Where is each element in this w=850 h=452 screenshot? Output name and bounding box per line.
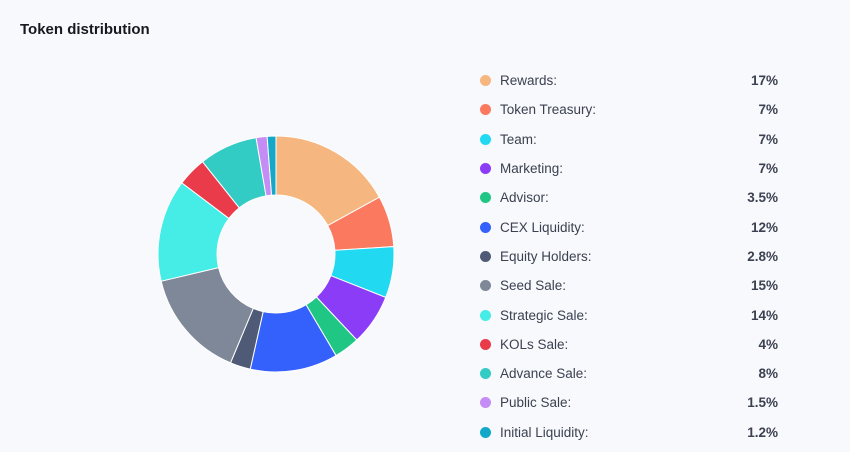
- legend-swatch: [480, 309, 491, 321]
- legend-swatch: [480, 368, 491, 380]
- legend-item[interactable]: CEX Liquidity: 12%: [478, 212, 778, 241]
- legend-swatch: [480, 133, 491, 145]
- legend-value: 2.8%: [747, 248, 778, 264]
- legend-item[interactable]: Marketing: 7%: [478, 154, 778, 183]
- legend-label: Strategic Sale:: [500, 307, 588, 323]
- legend-item[interactable]: Token Treasury: 7%: [478, 95, 778, 124]
- legend-label: Equity Holders:: [500, 248, 592, 264]
- legend-value: 3.5%: [747, 190, 778, 206]
- legend-label: Advance Sale:: [500, 366, 588, 382]
- legend-swatch: [480, 75, 491, 87]
- legend-label: CEX Liquidity:: [500, 219, 585, 235]
- legend-item[interactable]: Advisor: 3.5%: [478, 183, 778, 212]
- legend-swatch: [480, 163, 491, 175]
- legend-value: 8%: [758, 366, 778, 382]
- legend-item[interactable]: Seed Sale: 15%: [478, 271, 778, 300]
- legend-value: 15%: [750, 278, 778, 294]
- legend-swatch: [480, 338, 491, 350]
- chart-title: Token distribution: [20, 21, 150, 38]
- legend-swatch: [480, 280, 491, 292]
- legend-label: Team:: [500, 131, 537, 147]
- legend-item[interactable]: Advance Sale: 8%: [478, 359, 778, 388]
- legend-value: 7%: [758, 131, 778, 147]
- legend-label: Seed Sale:: [500, 278, 567, 294]
- legend-label: Marketing:: [500, 161, 564, 177]
- legend-item[interactable]: Strategic Sale: 14%: [478, 300, 778, 329]
- legend-label: KOLs Sale:: [500, 336, 569, 352]
- legend-swatch: [480, 192, 491, 204]
- legend-value: 12%: [750, 219, 778, 235]
- legend-value: 7%: [758, 102, 778, 118]
- legend-item[interactable]: Team: 7%: [478, 125, 778, 154]
- legend-label: Advisor:: [500, 190, 549, 206]
- legend-swatch: [480, 426, 491, 438]
- legend-label: Public Sale:: [500, 395, 572, 411]
- legend-value: 17%: [750, 73, 778, 89]
- legend-swatch: [480, 397, 491, 409]
- legend-value: 14%: [750, 307, 778, 323]
- legend-item[interactable]: KOLs Sale: 4%: [478, 330, 778, 359]
- legend-value: 7%: [758, 161, 778, 177]
- chart-legend: Rewards: 17% Token Treasury: 7% Team: 7% Marke…: [478, 66, 778, 447]
- legend-swatch: [480, 250, 491, 262]
- legend-value: 1.2%: [747, 424, 778, 440]
- legend-value: 1.5%: [747, 395, 778, 411]
- legend-value: 4%: [758, 336, 778, 352]
- legend-item[interactable]: Equity Holders: 2.8%: [478, 242, 778, 271]
- legend-label: Initial Liquidity:: [500, 424, 589, 440]
- legend-item[interactable]: Initial Liquidity: 1.2%: [478, 418, 778, 447]
- legend-item[interactable]: Rewards: 17%: [478, 66, 778, 95]
- legend-label: Rewards:: [500, 73, 558, 89]
- donut-slice-12[interactable]: [266, 135, 277, 196]
- legend-label: Token Treasury:: [500, 102, 597, 118]
- legend-item[interactable]: Public Sale: 1.5%: [478, 388, 778, 417]
- legend-swatch: [480, 104, 491, 116]
- legend-swatch: [480, 221, 491, 233]
